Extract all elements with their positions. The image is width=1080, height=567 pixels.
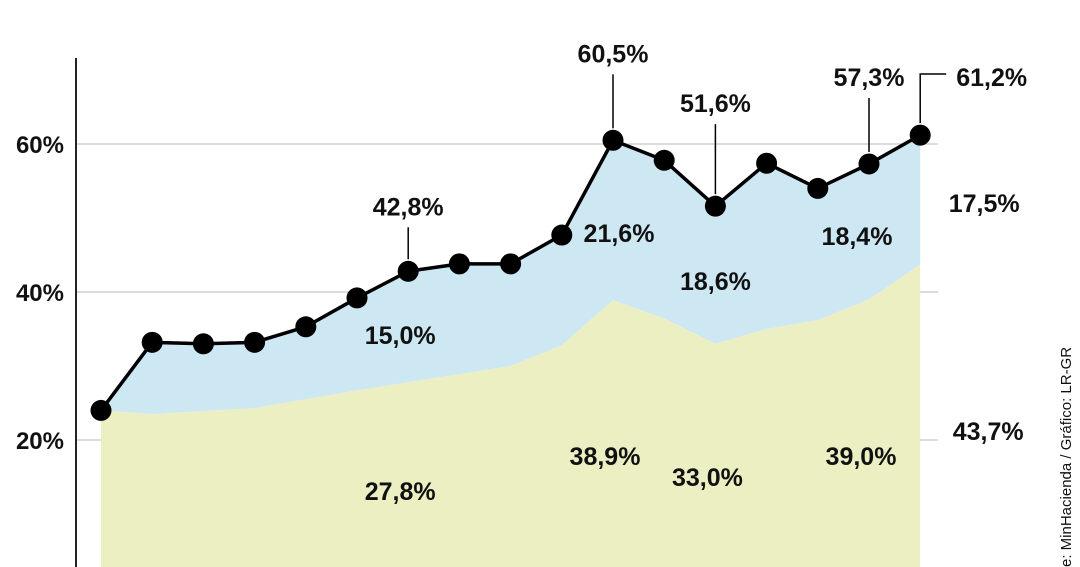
data-point-13: [756, 152, 778, 174]
data-point-9: [551, 224, 573, 246]
source-note: e: MinHacienda / Gráfico: LR-GR: [1058, 347, 1075, 567]
data-point-8: [500, 253, 522, 275]
data-point-5: [346, 287, 368, 309]
data-labels: 42,8% 60,5% 51,6% 57,3% 61,2% 15,0% 21,6% 18,6%…: [365, 40, 1027, 506]
stacked-areas: [101, 135, 921, 567]
data-point-2: [192, 333, 214, 355]
y-axis-ticks: 20% 40% 60%: [16, 132, 64, 455]
data-point-1: [141, 331, 163, 353]
callout-label-3: 57,3%: [834, 64, 905, 92]
callout-label-0: 42,8%: [373, 193, 444, 221]
y-tick-label-60: 60%: [16, 132, 64, 159]
upper-area-label-1: 21,6%: [584, 220, 655, 248]
y-tick-label-40: 40%: [16, 280, 64, 307]
data-point-15: [858, 153, 880, 175]
upper-area-label-0: 15,0%: [365, 322, 436, 350]
data-point-4: [295, 316, 317, 338]
data-point-11: [653, 149, 675, 171]
data-point-14: [807, 177, 829, 199]
lower-area-label-4: 43,7%: [953, 418, 1024, 446]
lower-area-label-3: 39,0%: [826, 443, 897, 471]
upper-area: [101, 135, 921, 415]
lower-area-label-2: 33,0%: [672, 464, 743, 492]
data-point-12: [704, 195, 726, 217]
callout-label-4: 61,2%: [956, 64, 1027, 92]
data-point-7: [448, 253, 470, 275]
lower-area-label-0: 27,8%: [365, 478, 436, 506]
upper-area-label-4: 17,5%: [949, 190, 1020, 218]
data-point-10: [602, 129, 624, 151]
callout-leader-4: [919, 73, 947, 124]
lower-area: [101, 264, 921, 567]
data-point-0: [90, 399, 112, 421]
lower-area-label-1: 38,9%: [570, 443, 641, 471]
callout-label-1: 60,5%: [578, 40, 649, 68]
data-point-3: [244, 331, 266, 353]
upper-area-label-2: 18,6%: [680, 268, 751, 296]
upper-area-label-3: 18,4%: [822, 223, 893, 251]
y-tick-label-20: 20%: [16, 428, 64, 455]
callout-label-2: 51,6%: [680, 90, 751, 118]
data-point-6: [397, 260, 419, 282]
total-series: [90, 124, 931, 421]
data-point-16: [909, 124, 931, 146]
